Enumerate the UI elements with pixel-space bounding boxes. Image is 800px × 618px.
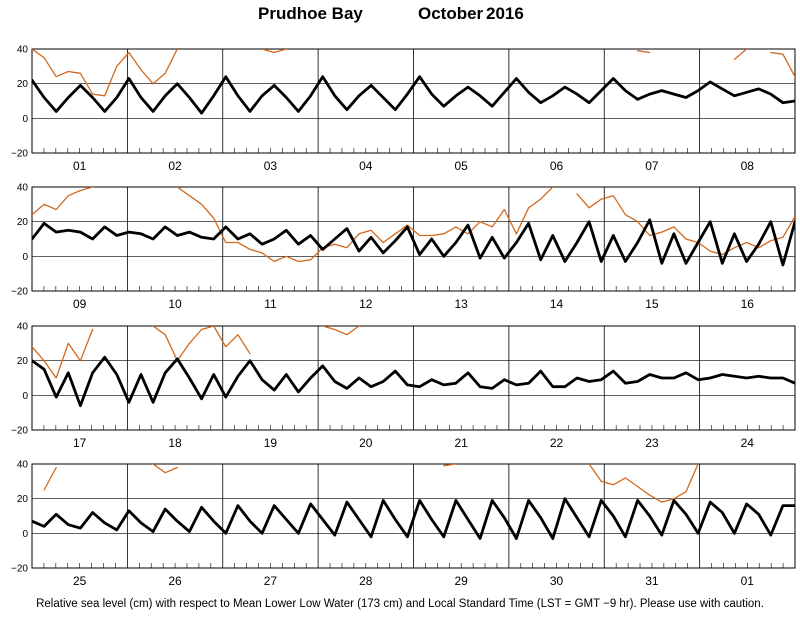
day-label: 06 <box>550 159 564 173</box>
day-label: 24 <box>741 436 755 450</box>
y-tick-label: −20 <box>11 149 28 160</box>
y-tick-label: 40 <box>17 183 29 194</box>
title-year: 2016 <box>486 4 524 23</box>
day-label: 20 <box>359 436 373 450</box>
y-tick-label: −20 <box>11 564 28 575</box>
y-tick-label: 0 <box>22 114 28 125</box>
day-label: 19 <box>264 436 278 450</box>
day-label: 21 <box>455 436 469 450</box>
day-label: 15 <box>645 297 659 311</box>
observed-series-line <box>43 464 699 503</box>
day-label: 25 <box>73 574 87 588</box>
day-label: 13 <box>455 297 469 311</box>
y-tick-label: 20 <box>17 356 29 367</box>
predicted-series-line <box>32 218 795 267</box>
chart-caption: Relative sea level (cm) with respect to … <box>36 598 764 610</box>
y-tick-label: 20 <box>17 494 29 505</box>
day-label: 08 <box>741 159 755 173</box>
y-tick-label: 0 <box>22 529 28 540</box>
day-label: 29 <box>455 574 469 588</box>
day-label: 02 <box>168 159 182 173</box>
y-tick-label: 40 <box>17 45 29 56</box>
day-label: 31 <box>645 574 659 588</box>
y-tick-label: −20 <box>11 426 28 437</box>
day-label: 28 <box>359 574 373 588</box>
day-label: 17 <box>73 436 87 450</box>
panel-2: −20 0 20 40 09 10 11 12 13 14 15 16 <box>11 183 796 311</box>
day-label: 05 <box>455 159 469 173</box>
panel-3: −20 0 20 40 17 18 19 20 21 22 23 24 <box>11 322 796 450</box>
day-label: 04 <box>359 159 373 173</box>
y-tick-label: 40 <box>17 322 29 333</box>
predicted-series-line <box>32 497 795 540</box>
observed-series-line <box>32 187 795 263</box>
observed-series-line <box>32 49 795 97</box>
day-label: 07 <box>645 159 659 173</box>
y-tick-label: 20 <box>17 79 29 90</box>
day-label: 18 <box>168 436 182 450</box>
predicted-series-line <box>32 355 795 408</box>
y-tick-label: 0 <box>22 391 28 402</box>
day-label: 03 <box>264 159 278 173</box>
day-label: 26 <box>168 574 182 588</box>
title-month: October <box>418 4 484 23</box>
day-label: 27 <box>264 574 278 588</box>
day-label: 10 <box>168 297 182 311</box>
day-label: 30 <box>550 574 564 588</box>
y-tick-label: 0 <box>22 252 28 263</box>
y-tick-label: −20 <box>11 287 28 298</box>
chart-title: Prudhoe Bay October 2016 <box>0 4 800 28</box>
day-label: 12 <box>359 297 373 311</box>
day-label: 01 <box>73 159 87 173</box>
day-label: 14 <box>550 297 564 311</box>
day-label: 23 <box>645 436 659 450</box>
day-label: 01 <box>741 574 755 588</box>
day-label: 16 <box>741 297 755 311</box>
panel-4: −20 0 20 40 25 26 27 28 29 30 31 01 <box>11 460 796 588</box>
panel-1: −20 0 20 40 01 02 03 04 05 06 07 08 <box>11 45 796 173</box>
day-label: 09 <box>73 297 87 311</box>
day-label: 11 <box>264 297 277 311</box>
station-name: Prudhoe Bay <box>258 4 363 23</box>
y-tick-label: 20 <box>17 217 29 228</box>
predicted-series-line <box>32 75 795 115</box>
y-tick-label: 40 <box>17 460 29 471</box>
day-label: 22 <box>550 436 564 450</box>
